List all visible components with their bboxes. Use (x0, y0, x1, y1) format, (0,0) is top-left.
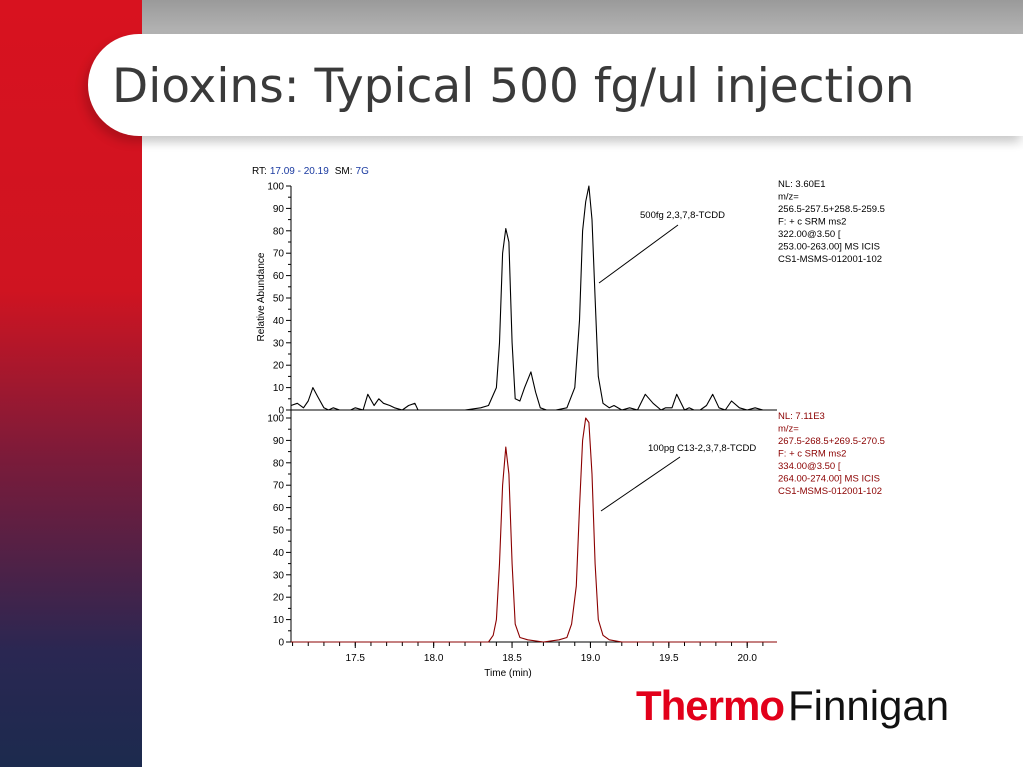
y-tick-label: 90 (273, 204, 285, 215)
c13-tcdd-trace (291, 417, 777, 643)
y-tick-label: 100 (267, 182, 284, 193)
x-tick-label: 20.0 (737, 653, 757, 664)
y-tick-label: 40 (273, 316, 285, 327)
info-line: F: + c SRM ms2 (778, 449, 846, 460)
info-line: NL: 3.60E1 (778, 179, 826, 190)
x-tick-label: 19.5 (659, 653, 679, 664)
title-pill (88, 34, 1023, 136)
y-tick-label: 70 (273, 481, 285, 492)
y-tick-label: 40 (273, 548, 285, 559)
top-peak-annotation: 500fg 2,3,7,8-TCDD (640, 210, 725, 221)
y-tick-label: 70 (273, 249, 285, 260)
info-line: 264.00-274.00] MS ICIS (778, 474, 880, 485)
y-tick-label: 100 (267, 414, 284, 425)
info-line: m/z= (778, 424, 799, 435)
info-line: 334.00@3.50 [ (778, 461, 841, 472)
top-annotation-leader (598, 224, 679, 284)
y-tick-label: 20 (273, 361, 285, 372)
x-tick-label: 19.0 (581, 653, 601, 664)
thermo-finnigan-logo: ThermoFinnigan (636, 682, 949, 730)
logo-thermo: Thermo (636, 682, 785, 729)
y-tick-label: 50 (273, 294, 285, 305)
info-line: 322.00@3.50 [ (778, 229, 841, 240)
rt-header: RT: 17.09 - 20.19 SM: 7G (252, 166, 369, 177)
y-tick-label: 30 (273, 338, 285, 349)
info-line: m/z= (778, 192, 799, 203)
info-line: CS1-MSMS-012001-102 (778, 254, 882, 265)
bottom-info-block: NL: 7.11E3 m/z=267.5-268.5+269.5-270.5 F: … (778, 411, 885, 497)
plot-layer: 17.5 18.0 18.5 19.0 19.5 20.0 0 10 20 30 40 50 60 70 8… (267, 182, 777, 664)
info-line: F: + c SRM ms2 (778, 217, 846, 228)
y-tick-label: 10 (273, 615, 285, 626)
y-tick-label: 60 (273, 503, 285, 514)
y-tick-label: 60 (273, 271, 285, 282)
y-tick-label: 50 (273, 526, 285, 537)
x-tick-label: 18.5 (502, 653, 522, 664)
logo-finnigan: Finnigan (788, 682, 950, 729)
info-line: NL: 7.11E3 (778, 411, 825, 422)
x-tick-label: 18.0 (424, 653, 444, 664)
y-tick-label: 10 (273, 383, 285, 394)
info-line: 267.5-268.5+269.5-270.5 (778, 436, 885, 447)
x-axis-label: Time (min) (484, 668, 531, 679)
y-tick-label: 90 (273, 436, 285, 447)
y-axis-label: Relative Abundance (256, 252, 267, 341)
info-line: 253.00-263.00] MS ICIS (778, 242, 880, 253)
y-tick-label: 0 (278, 638, 284, 649)
info-line: CS1-MSMS-012001-102 (778, 486, 882, 497)
y-tick-label: 80 (273, 458, 285, 469)
top-info-block: NL: 3.60E1 m/z=256.5-257.5+258.5-259.5 F: … (778, 179, 885, 265)
tcdd-trace (290, 185, 777, 411)
info-line: 256.5-257.5+258.5-259.5 (778, 204, 885, 215)
slide-title: Dioxins: Typical 500 fg/ul injection (112, 59, 915, 114)
y-tick-label: 20 (273, 593, 285, 604)
y-tick-label: 80 (273, 226, 285, 237)
bottom-annotation-leader (600, 456, 681, 512)
bottom-peak-annotation: 100pg C13-2,3,7,8-TCDD (648, 443, 756, 454)
y-tick-label: 30 (273, 570, 285, 581)
y-tick-label: 0 (278, 406, 284, 417)
x-tick-label: 17.5 (346, 653, 366, 664)
